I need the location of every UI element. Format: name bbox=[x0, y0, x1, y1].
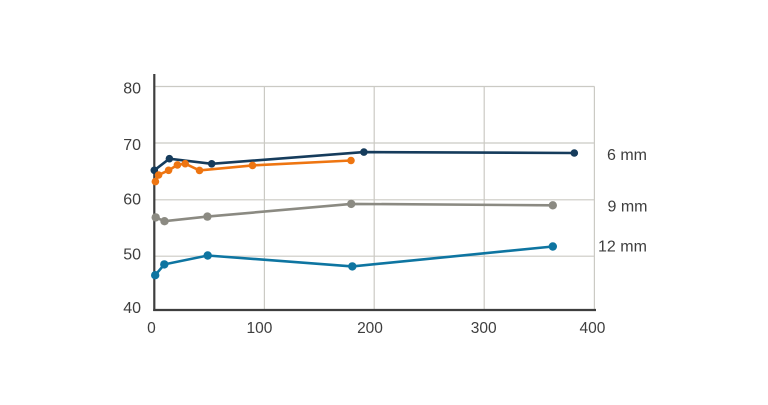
svg-text:0: 0 bbox=[147, 320, 156, 337]
svg-text:12 mm: 12 mm bbox=[598, 239, 647, 256]
svg-text:200: 200 bbox=[357, 320, 383, 337]
svg-text:100: 100 bbox=[246, 320, 272, 337]
svg-text:80: 80 bbox=[123, 81, 141, 98]
svg-text:60: 60 bbox=[123, 192, 141, 209]
svg-text:400: 400 bbox=[579, 320, 605, 337]
svg-text:50: 50 bbox=[123, 246, 141, 263]
svg-text:300: 300 bbox=[471, 320, 497, 337]
svg-text:9 mm: 9 mm bbox=[608, 199, 648, 216]
svg-text:70: 70 bbox=[123, 137, 141, 154]
svg-text:40: 40 bbox=[123, 300, 141, 317]
svg-text:6 mm: 6 mm bbox=[607, 147, 647, 164]
